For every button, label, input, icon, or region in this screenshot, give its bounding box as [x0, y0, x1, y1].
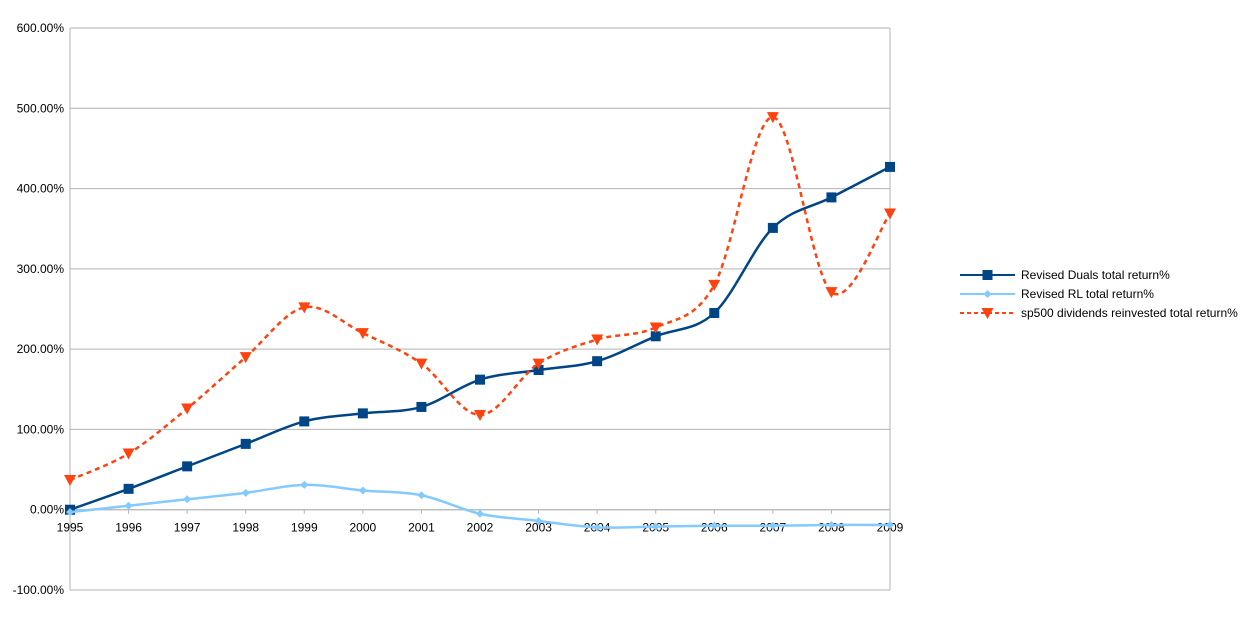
data-point — [708, 279, 721, 291]
series-revised-duals — [65, 161, 895, 515]
data-point — [593, 523, 602, 532]
y-tick-label: 500.00% — [17, 101, 65, 115]
y-tick-label: 100.00% — [17, 422, 65, 436]
legend-entry: sp500 dividends reinvested total return% — [960, 306, 1238, 320]
x-tick-label: 1996 — [115, 521, 142, 535]
data-point — [591, 334, 604, 346]
legend-label: sp500 dividends reinvested total return% — [1021, 306, 1238, 320]
series-revised-rl — [66, 480, 894, 532]
x-tick-label: 2003 — [525, 521, 552, 535]
x-tick-label: 2000 — [350, 521, 377, 535]
data-point — [532, 358, 545, 370]
legend-entry: Revised Duals total return% — [960, 268, 1170, 282]
data-point — [592, 356, 603, 367]
data-point — [476, 509, 484, 518]
data-point — [886, 520, 894, 529]
y-tick-label: 200.00% — [17, 342, 65, 356]
data-point — [825, 287, 838, 299]
data-point — [240, 438, 251, 449]
data-point — [300, 480, 309, 489]
series-layer — [64, 112, 896, 532]
data-point — [884, 208, 896, 220]
data-point — [534, 516, 543, 525]
data-point — [651, 522, 660, 531]
data-point — [239, 352, 252, 364]
data-point — [356, 328, 369, 340]
data-point — [181, 403, 194, 415]
series-line — [69, 115, 892, 482]
data-point — [183, 495, 192, 504]
legend: Revised Duals total return% Revised RL to… — [960, 268, 1238, 320]
x-tick-label: 2001 — [408, 521, 435, 535]
data-point — [415, 358, 428, 370]
y-tick-label: -100.00% — [13, 583, 65, 597]
data-point — [241, 488, 250, 497]
data-point — [768, 521, 777, 530]
data-point — [475, 374, 485, 385]
legend-marker — [981, 308, 994, 319]
legend-label: Revised RL total return% — [1021, 287, 1154, 301]
legend-marker — [983, 290, 992, 298]
data-point — [710, 521, 719, 530]
data-point — [416, 401, 427, 412]
y-tick-label: 0.00% — [30, 503, 64, 517]
data-point — [358, 486, 367, 495]
data-point — [650, 331, 661, 342]
data-point — [182, 461, 193, 472]
data-point — [649, 322, 662, 334]
y-tick-label: 400.00% — [17, 182, 65, 196]
y-tick-label: 600.00% — [17, 21, 65, 35]
y-axis-tick-labels: 600.00% 500.00% 400.00% 300.00% 200.00% 100.0… — [13, 21, 65, 597]
data-point — [64, 475, 76, 487]
data-point — [122, 448, 135, 460]
data-point — [417, 491, 426, 500]
legend-label: Revised Duals total return% — [1021, 268, 1170, 282]
data-point — [357, 408, 368, 419]
data-point — [766, 112, 779, 124]
x-tick-label: 2002 — [467, 521, 494, 535]
data-point — [709, 308, 720, 319]
series-sp500-dividends — [64, 112, 896, 487]
data-point — [124, 501, 133, 510]
x-tick-label: 1995 — [57, 521, 84, 535]
x-tick-label: 1999 — [291, 521, 318, 535]
data-point — [885, 161, 895, 172]
data-point — [299, 416, 310, 427]
data-point — [826, 192, 837, 203]
y-tick-label: 300.00% — [17, 262, 65, 276]
legend-marker — [982, 270, 993, 280]
legend-entry: Revised RL total return% — [960, 287, 1154, 301]
series-line — [69, 165, 891, 511]
x-tick-label: 1997 — [174, 521, 201, 535]
data-point — [123, 483, 134, 494]
data-point — [298, 302, 311, 314]
data-point — [533, 365, 544, 376]
data-point — [767, 222, 778, 233]
data-point — [827, 520, 836, 529]
data-point — [66, 508, 74, 517]
x-tick-label: 1998 — [232, 521, 259, 535]
data-point — [474, 409, 486, 421]
